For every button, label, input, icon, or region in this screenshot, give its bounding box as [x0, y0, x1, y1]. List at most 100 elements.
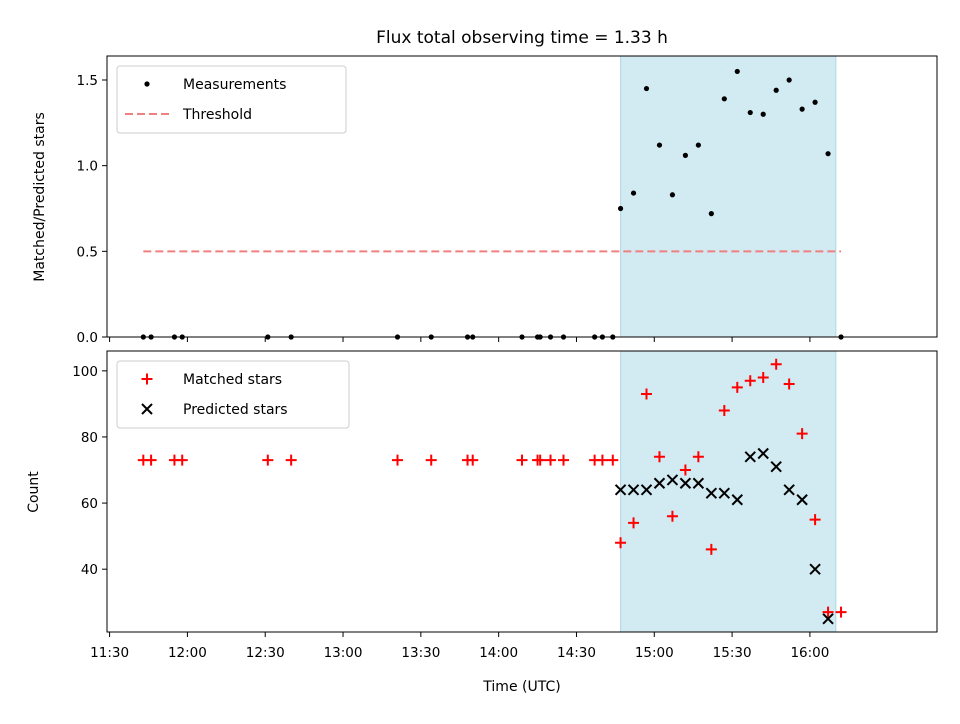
data-point	[558, 454, 569, 466]
data-point	[760, 111, 766, 117]
y-tick-label: 60	[81, 496, 98, 512]
y-tick-label: 1.5	[77, 73, 98, 89]
data-point	[773, 87, 779, 93]
data-point	[692, 451, 704, 463]
data-point	[770, 358, 782, 370]
series-matched-stars	[137, 358, 847, 618]
x-tick-label: 11:30	[90, 645, 129, 661]
data-point	[630, 190, 637, 196]
data-point	[596, 454, 608, 466]
data-point	[705, 543, 717, 555]
data-point	[783, 484, 795, 496]
data-point	[467, 454, 479, 466]
x-tick-label: 12:00	[168, 645, 207, 661]
data-point	[783, 378, 795, 390]
highlight-span	[620, 56, 836, 337]
data-point	[653, 451, 665, 463]
x-tick-label: 14:30	[557, 645, 596, 661]
data-point	[640, 484, 653, 496]
data-point	[666, 474, 679, 486]
legend-label: Predicted stars	[183, 402, 288, 418]
data-point	[653, 477, 666, 489]
legend-label: Matched stars	[183, 372, 282, 388]
y-tick-label: 1.0	[77, 159, 98, 175]
y-tick-label: 0.5	[77, 244, 98, 260]
data-point	[425, 454, 437, 466]
legend-label: Measurements	[183, 77, 286, 93]
x-tick-label: 16:00	[790, 645, 829, 661]
data-point	[825, 151, 831, 157]
x-tick-label: 13:30	[401, 645, 440, 661]
data-point	[615, 537, 627, 549]
data-point	[656, 142, 663, 148]
legend: Matched stars Predicted stars	[116, 360, 350, 429]
x-tick-label: 15:30	[713, 645, 752, 661]
data-point	[627, 484, 640, 496]
legend-box	[116, 360, 350, 429]
data-point	[705, 487, 718, 499]
data-point	[822, 606, 834, 618]
data-point	[744, 375, 756, 387]
data-point	[799, 106, 805, 112]
bottom-panel: 40 60 80 100 11:30 12:00 12:30 13:00 13:30 14:00 1…	[72, 350, 938, 661]
legend-swatch	[141, 373, 153, 385]
highlight-span	[620, 351, 836, 632]
data-point	[757, 447, 769, 460]
data-point	[617, 205, 624, 212]
data-point	[669, 192, 676, 198]
data-point	[643, 85, 650, 92]
data-point	[285, 454, 297, 466]
x-tick-label: 13:00	[324, 645, 363, 661]
legend-box	[116, 65, 347, 134]
x-axis-label: Time (UTC)	[482, 679, 560, 695]
data-point	[744, 451, 756, 463]
data-point	[666, 510, 678, 522]
y-tick-label: 100	[72, 364, 98, 380]
data-point	[757, 371, 769, 383]
data-point	[796, 494, 808, 506]
data-point	[614, 484, 627, 496]
legend-label: Threshold	[182, 107, 252, 123]
axes-frame	[106, 55, 938, 338]
chart-title: Flux total observing time = 1.33 h	[376, 28, 668, 48]
data-point	[392, 454, 403, 466]
data-point	[682, 152, 689, 158]
data-point	[534, 454, 546, 466]
axes-frame	[106, 350, 938, 633]
data-point	[812, 99, 818, 105]
data-point	[607, 454, 619, 466]
data-point	[176, 454, 188, 466]
data-point	[721, 96, 727, 102]
data-point	[796, 428, 808, 440]
data-point	[718, 487, 731, 499]
data-point	[731, 494, 743, 506]
data-point	[835, 606, 847, 618]
data-point	[679, 477, 692, 489]
x-tick-label: 15:00	[635, 645, 674, 661]
legend: Measurements Threshold	[116, 65, 347, 134]
data-point	[692, 477, 705, 489]
data-point	[770, 460, 782, 473]
y-axis-label-top: Matched/Predicted stars	[32, 112, 48, 282]
y-tick-label: 80	[81, 430, 98, 446]
data-point	[708, 211, 714, 217]
data-point	[809, 514, 821, 526]
data-point	[734, 68, 740, 75]
y-tick-label: 0.0	[77, 330, 98, 346]
data-point	[695, 142, 701, 148]
data-point	[747, 109, 753, 116]
y-axis-label-bottom: Count	[26, 471, 42, 513]
data-point	[679, 464, 691, 476]
data-point	[731, 381, 743, 393]
data-point	[628, 517, 640, 529]
y-tick-label: 40	[81, 562, 98, 578]
data-point	[786, 77, 792, 83]
series-predicted-stars	[614, 447, 834, 625]
top-panel: 0.0 0.5 1.0 1.5 Measurements Threshold	[77, 55, 938, 346]
data-point	[809, 563, 821, 575]
data-point	[262, 454, 274, 466]
legend-swatch	[141, 403, 153, 415]
legend-swatch	[144, 81, 150, 87]
data-point	[822, 613, 834, 625]
